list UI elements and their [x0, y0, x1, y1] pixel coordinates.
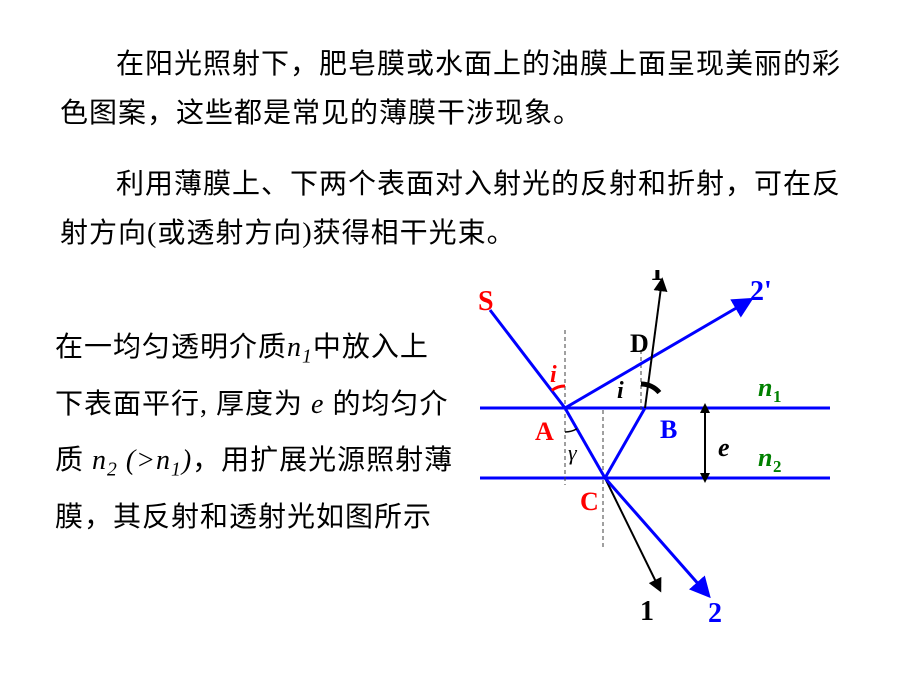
svg-text:2: 2	[708, 598, 722, 629]
svg-text:2': 2'	[750, 276, 772, 307]
svg-text:1': 1'	[650, 270, 672, 287]
svg-text:1: 1	[640, 596, 654, 627]
svg-text:D: D	[630, 329, 649, 358]
paragraph-3: 在一均匀透明介质n1中放入上下表面平行, 厚度为 e 的均匀介质 n2 (>n1…	[55, 320, 455, 546]
svg-text:B: B	[660, 415, 677, 444]
svg-text:n: n	[758, 443, 772, 472]
svg-text:S: S	[478, 286, 494, 317]
paragraph-2: 利用薄膜上、下两个表面对入射光的反射和折射，可在反射方向(或透射方向)获得相干光…	[60, 160, 860, 258]
svg-text:A: A	[535, 417, 554, 446]
thin-film-diagram: S1'2'ABCDiiγn1n2e12	[460, 270, 880, 670]
svg-text:2: 2	[773, 457, 781, 476]
svg-text:γ: γ	[568, 440, 578, 465]
svg-text:C: C	[580, 487, 599, 516]
svg-text:i: i	[617, 378, 624, 404]
svg-text:n: n	[758, 373, 772, 402]
svg-text:e: e	[718, 433, 730, 462]
svg-text:i: i	[550, 362, 557, 388]
svg-text:1: 1	[773, 387, 781, 406]
paragraph-1: 在阳光照射下，肥皂膜或水面上的油膜上面呈现美丽的彩色图案，这些都是常见的薄膜干涉…	[60, 40, 860, 138]
